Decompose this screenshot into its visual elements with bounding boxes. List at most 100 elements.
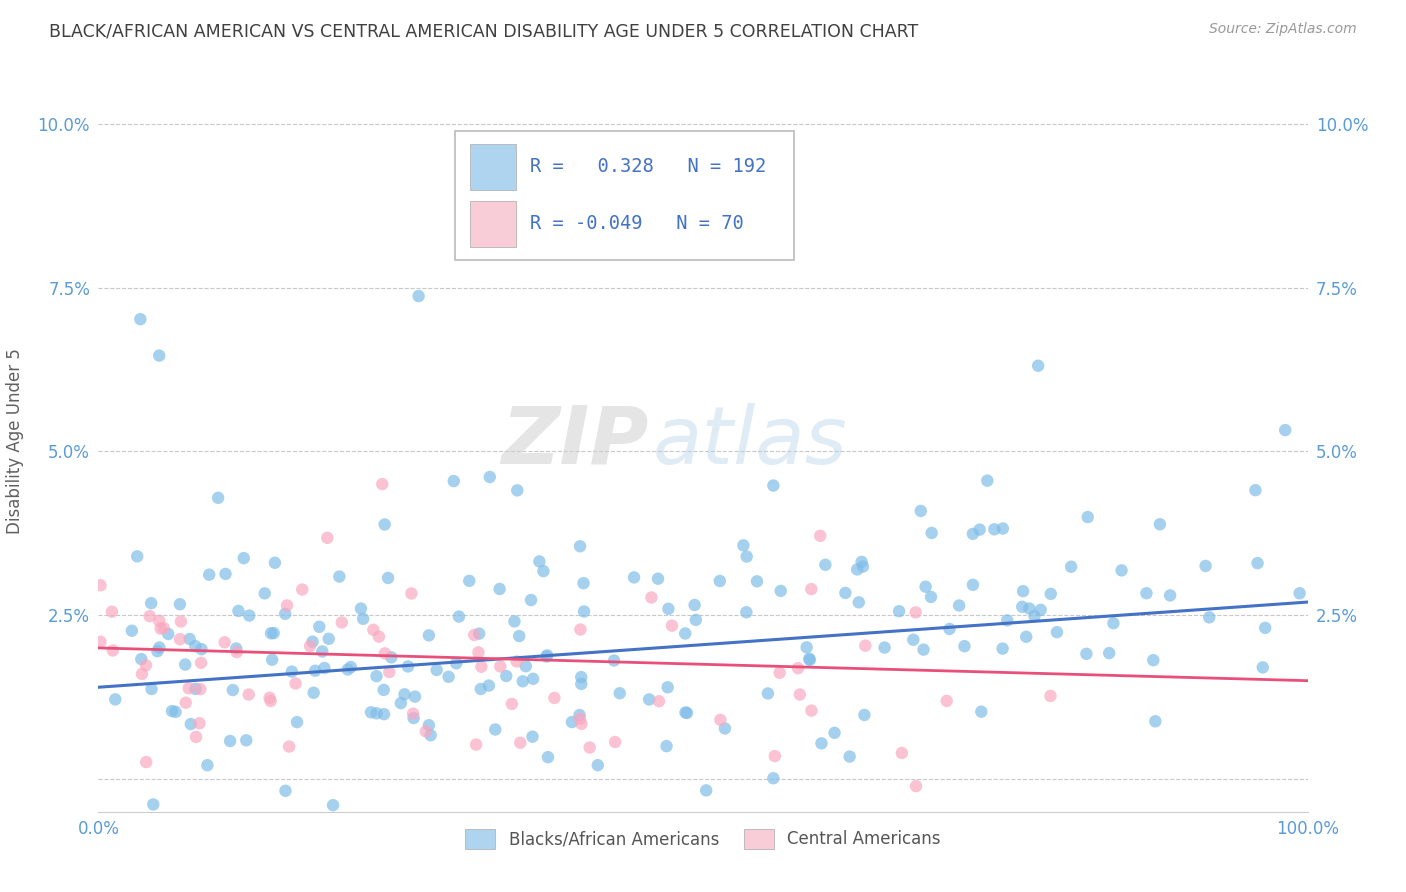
Point: [129, 652, 152, 666]
Point: [219, 734, 242, 748]
Bar: [470, 201, 516, 247]
Point: [609, 686, 631, 700]
Point: [253, 586, 276, 600]
Point: [179, 632, 201, 646]
Point: [991, 641, 1014, 656]
Point: [683, 598, 706, 612]
Point: [787, 661, 810, 675]
Point: [983, 522, 1005, 536]
Point: [276, 599, 298, 613]
Text: atlas: atlas: [652, 402, 846, 481]
Point: [467, 645, 489, 659]
Point: [657, 681, 679, 695]
Point: [1060, 559, 1083, 574]
Point: [225, 645, 247, 659]
Point: [238, 608, 260, 623]
Point: [508, 629, 530, 643]
Point: [190, 656, 212, 670]
Point: [673, 626, 696, 640]
Point: [373, 707, 395, 722]
Point: [735, 549, 758, 564]
Point: [101, 643, 124, 657]
Point: [800, 582, 823, 596]
Legend: Blacks/African Americans, Central Americans: Blacks/African Americans, Central Americ…: [458, 822, 948, 855]
Point: [401, 586, 423, 600]
Point: [1135, 586, 1157, 600]
Point: [709, 574, 731, 588]
Point: [222, 683, 245, 698]
Point: [569, 623, 592, 637]
Point: [536, 648, 558, 663]
Point: [685, 613, 707, 627]
Point: [184, 681, 207, 696]
Point: [170, 615, 193, 629]
Point: [228, 604, 250, 618]
Point: [238, 688, 260, 702]
Point: [846, 562, 869, 576]
Point: [789, 688, 811, 702]
Point: [214, 566, 236, 581]
Point: [905, 779, 928, 793]
Point: [529, 554, 551, 568]
Point: [638, 692, 661, 706]
Point: [389, 696, 412, 710]
Point: [569, 539, 592, 553]
Point: [647, 572, 669, 586]
Point: [506, 483, 529, 498]
Point: [1012, 584, 1035, 599]
Point: [169, 632, 191, 647]
Point: [1077, 510, 1099, 524]
Point: [141, 681, 163, 696]
Point: [834, 586, 856, 600]
Point: [336, 663, 359, 677]
Point: [1194, 558, 1216, 573]
Point: [1102, 616, 1125, 631]
Point: [571, 716, 593, 731]
Point: [676, 706, 699, 720]
Point: [174, 696, 197, 710]
Point: [214, 635, 236, 649]
Point: [447, 609, 470, 624]
Point: [756, 686, 779, 700]
Point: [853, 639, 876, 653]
Point: [374, 517, 396, 532]
Point: [299, 639, 322, 653]
Point: [104, 692, 127, 706]
Point: [274, 784, 297, 798]
Point: [149, 622, 172, 636]
Point: [1039, 689, 1062, 703]
Point: [1098, 646, 1121, 660]
Point: [853, 707, 876, 722]
Point: [962, 578, 984, 592]
Point: [278, 739, 301, 754]
Point: [188, 716, 211, 731]
Point: [520, 593, 543, 607]
Point: [852, 559, 875, 574]
Point: [655, 739, 678, 753]
Point: [1039, 587, 1062, 601]
Point: [426, 663, 449, 677]
Point: [568, 708, 591, 723]
Point: [174, 657, 197, 672]
Point: [304, 664, 326, 678]
Point: [396, 659, 419, 673]
Point: [914, 580, 936, 594]
Point: [623, 570, 645, 584]
Point: [851, 555, 873, 569]
Point: [408, 289, 430, 303]
Point: [478, 679, 501, 693]
Point: [1018, 601, 1040, 615]
Text: R =   0.328   N = 192: R = 0.328 N = 192: [530, 157, 766, 177]
Point: [1254, 621, 1277, 635]
Point: [1246, 556, 1268, 570]
Point: [264, 556, 287, 570]
Point: [495, 669, 517, 683]
Point: [402, 706, 425, 721]
Point: [1111, 563, 1133, 577]
Point: [314, 661, 336, 675]
Point: [808, 529, 831, 543]
Point: [769, 583, 792, 598]
Point: [260, 626, 283, 640]
Point: [661, 618, 683, 632]
Point: [318, 632, 340, 646]
